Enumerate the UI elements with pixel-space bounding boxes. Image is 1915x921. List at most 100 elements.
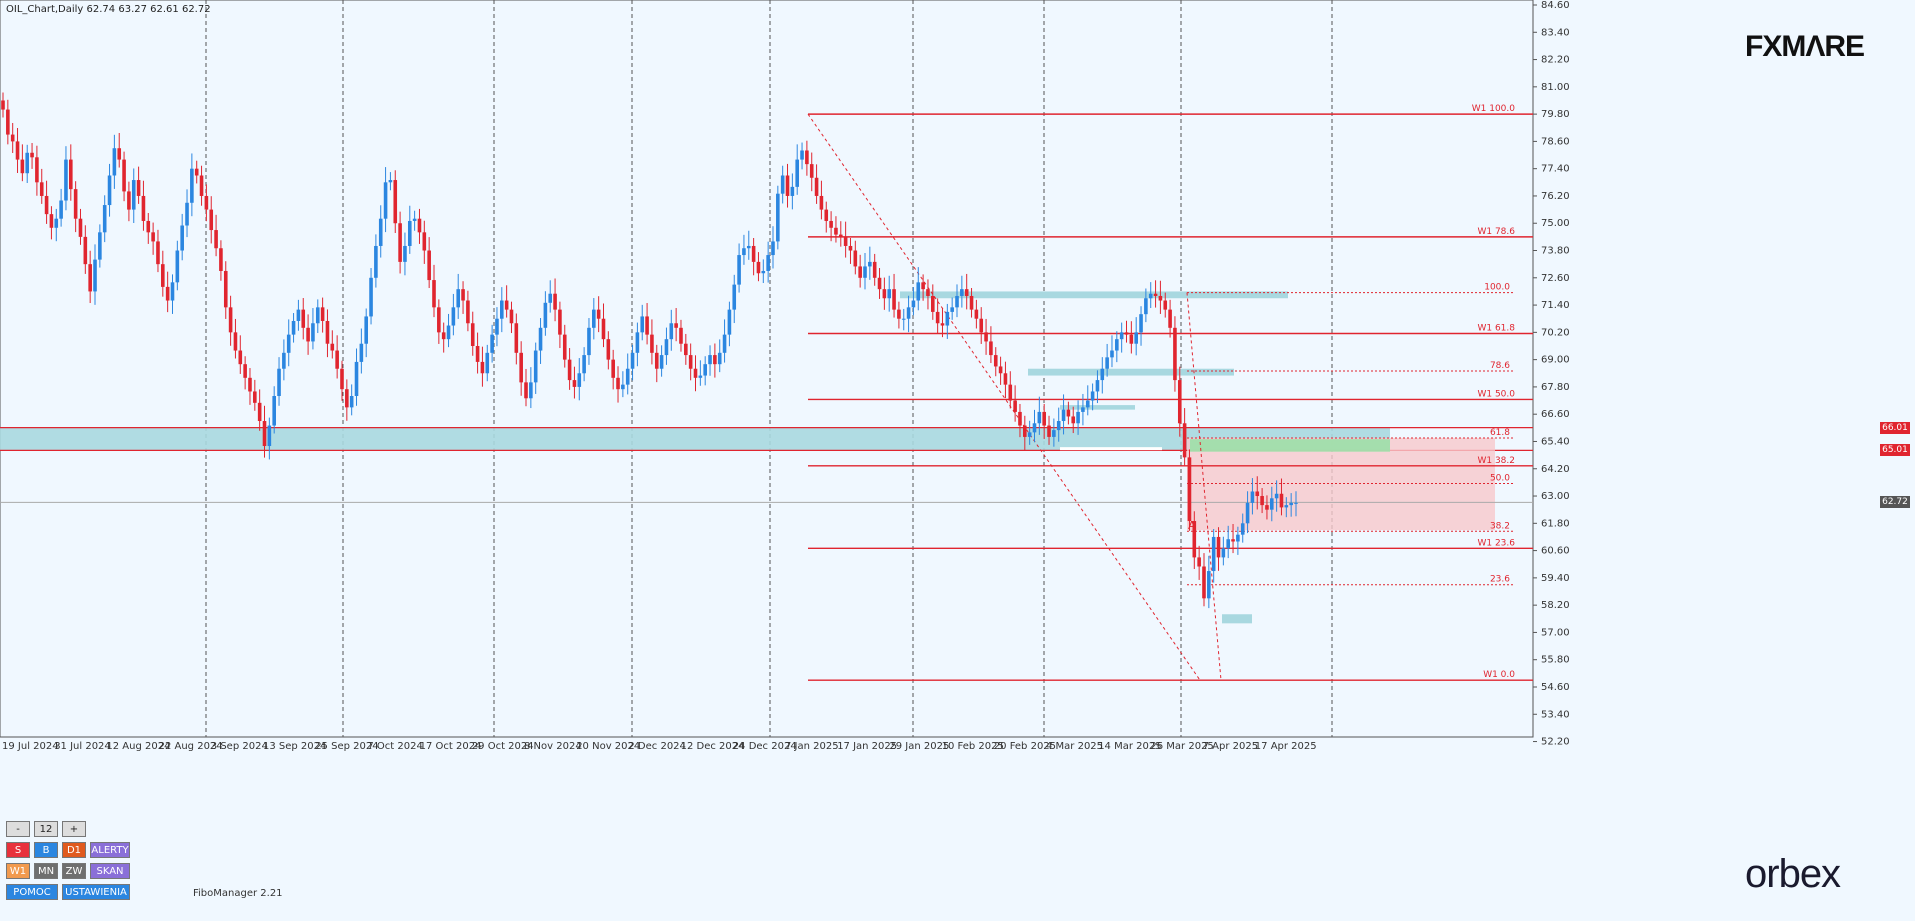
- candle-body: [83, 236, 88, 265]
- candle-body: [1032, 423, 1037, 433]
- candle-body: [451, 307, 456, 326]
- x-tick-label: 2 Dec 2024: [628, 741, 686, 752]
- candle-body: [243, 364, 247, 378]
- candle-body: [727, 309, 732, 335]
- zoom-minus-button[interactable]: -: [6, 821, 30, 837]
- x-tick-label: 24 Dec 2024: [733, 741, 797, 752]
- x-tick-label: 26 Mar 2025: [1150, 741, 1213, 752]
- zoom-plus-button[interactable]: +: [62, 821, 86, 837]
- y-tick-label: 70.20: [1541, 327, 1570, 338]
- candle-body: [693, 368, 698, 378]
- candle-body: [993, 355, 998, 367]
- candle-body: [708, 355, 712, 365]
- candle-body: [1, 100, 5, 110]
- y-tick-label: 67.80: [1541, 382, 1570, 393]
- y-tick-label: 81.00: [1541, 82, 1570, 93]
- candle-body: [228, 307, 233, 333]
- candle-body: [930, 295, 935, 312]
- candle-body: [175, 250, 180, 283]
- candle-body: [761, 270, 766, 274]
- candle-body: [843, 236, 848, 246]
- fxmaster-logo: FXMΛRE: [1745, 30, 1865, 63]
- candle-body: [1071, 416, 1076, 424]
- zw-button[interactable]: ZW: [62, 863, 86, 879]
- resistance-box: [1222, 614, 1252, 624]
- candle-body: [572, 380, 577, 387]
- candle-body: [858, 266, 862, 278]
- fib-level-label: W1 23.6: [1477, 538, 1515, 548]
- candle-body: [49, 214, 54, 228]
- candle-body: [10, 134, 15, 142]
- w1-button[interactable]: W1: [6, 863, 30, 879]
- candle-body: [630, 352, 635, 369]
- candle-body: [364, 316, 369, 344]
- candle-body: [393, 180, 398, 224]
- candle-body: [349, 396, 354, 408]
- x-tick-label: 4 Mar 2025: [1046, 741, 1103, 752]
- candle-body: [558, 309, 562, 335]
- candle-body: [117, 148, 122, 160]
- d1-button[interactable]: D1: [62, 842, 86, 858]
- candle-body: [161, 264, 165, 287]
- x-tick-label: 7 Oct 2024: [367, 741, 422, 752]
- candle-body: [1110, 350, 1114, 358]
- candle-body: [1023, 425, 1027, 437]
- candle-body: [277, 368, 281, 397]
- candle-body: [446, 325, 451, 340]
- x-tick-label: 31 Jul 2024: [54, 741, 111, 752]
- candle-body: [1047, 425, 1051, 437]
- fib-level-label: W1 0.0: [1483, 670, 1515, 680]
- candle-body: [877, 277, 882, 290]
- y-tick-label: 65.40: [1541, 436, 1570, 447]
- candle-body: [64, 159, 68, 201]
- candle-body: [1042, 411, 1046, 426]
- candle-body: [814, 177, 819, 196]
- candle-body: [165, 286, 170, 301]
- candle-body: [44, 195, 49, 215]
- candle-body: [441, 332, 446, 340]
- candle-body: [248, 377, 252, 392]
- fib-level-label: W1 61.8: [1477, 323, 1515, 333]
- help-button[interactable]: POMOC: [6, 884, 58, 900]
- candle-body: [330, 343, 335, 351]
- candle-body: [582, 355, 586, 374]
- alerts-button[interactable]: ALERTY: [90, 842, 130, 858]
- price-tag: 66.01: [1880, 421, 1910, 434]
- candle-body: [1008, 384, 1013, 401]
- candle-body: [499, 300, 504, 319]
- mn-button[interactable]: MN: [34, 863, 58, 879]
- x-tick-label: 12 Aug 2024: [106, 741, 170, 752]
- candle-body: [315, 307, 320, 324]
- candle-body: [829, 220, 833, 228]
- candle-body: [897, 309, 901, 319]
- candle-body: [1134, 332, 1138, 344]
- zoom-value-field[interactable]: 12: [34, 821, 58, 837]
- white-marker: [1060, 447, 1162, 451]
- candle-body: [311, 323, 315, 342]
- candle-body: [102, 205, 107, 233]
- candle-body: [684, 343, 688, 356]
- y-tick-label: 58.20: [1541, 600, 1570, 611]
- settings-button[interactable]: USTAWIENIA: [62, 884, 130, 900]
- candle-body: [911, 300, 916, 308]
- candle-body: [1056, 421, 1061, 431]
- candle-body: [146, 220, 151, 233]
- candle-body: [170, 282, 175, 301]
- y-tick-label: 82.20: [1541, 55, 1570, 66]
- scan-button[interactable]: SKAN: [90, 863, 130, 879]
- candle-body: [1018, 411, 1022, 426]
- candle-body: [35, 157, 39, 183]
- y-tick-label: 59.40: [1541, 573, 1570, 584]
- candle-body: [616, 377, 620, 390]
- candle-body: [1081, 407, 1085, 412]
- candle-body: [456, 289, 461, 308]
- candle-body: [1202, 566, 1206, 599]
- sell-button[interactable]: S: [6, 842, 30, 858]
- buy-button[interactable]: B: [34, 842, 58, 858]
- candle-body: [1226, 539, 1231, 549]
- candle-body: [635, 332, 640, 353]
- x-tick-label: 17 Apr 2025: [1255, 741, 1317, 752]
- candle-body: [1119, 332, 1124, 340]
- y-tick-label: 73.80: [1541, 246, 1570, 257]
